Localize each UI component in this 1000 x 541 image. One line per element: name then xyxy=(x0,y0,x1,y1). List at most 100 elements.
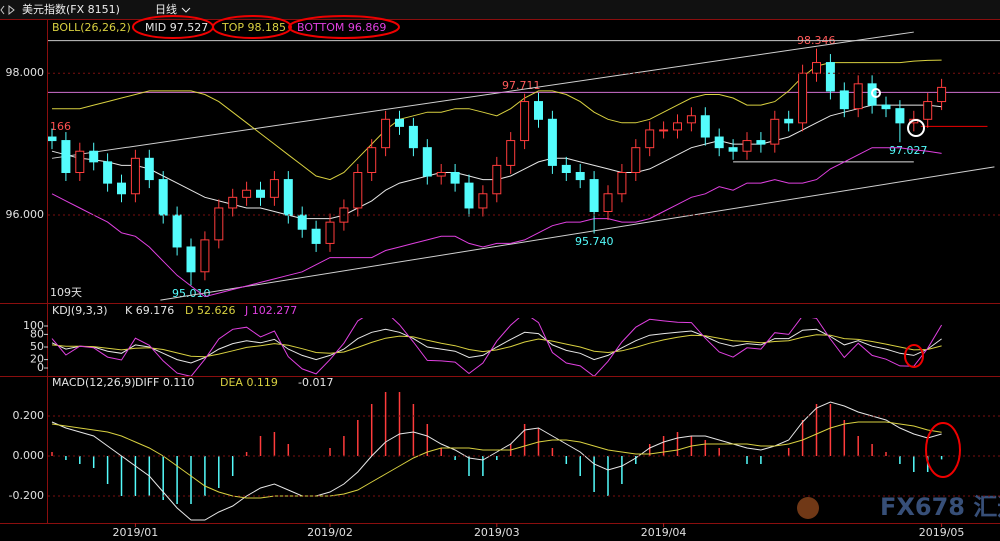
candle-body xyxy=(325,221,335,244)
annotation: 166 xyxy=(50,120,71,133)
candle-body xyxy=(617,171,627,195)
x-tick-label: 2019/04 xyxy=(641,526,687,539)
candle-body xyxy=(381,118,391,149)
candle-body xyxy=(923,101,933,120)
candle-body xyxy=(89,150,99,163)
candle-body xyxy=(742,140,752,152)
candle-body xyxy=(784,118,794,124)
legend-entry: K 69.176 xyxy=(125,304,174,317)
legend-entry: DIFF 0.110 xyxy=(135,376,194,389)
candle-body xyxy=(75,150,85,173)
band-line xyxy=(52,59,942,181)
candle-body xyxy=(144,157,154,181)
candle-body xyxy=(186,246,196,273)
band-line xyxy=(51,147,942,298)
trend-line xyxy=(51,31,914,159)
y-tick-label: 96.000 xyxy=(6,208,45,221)
candle-body xyxy=(798,72,808,124)
toolbar xyxy=(0,0,1000,19)
candle-body xyxy=(450,171,460,184)
highlight xyxy=(907,119,925,137)
highlight xyxy=(904,344,924,368)
candle-body xyxy=(506,140,516,166)
candle-body xyxy=(297,214,307,230)
nav-icon[interactable] xyxy=(0,4,15,16)
candle-body xyxy=(686,115,696,124)
candle-body xyxy=(311,228,321,244)
annotation: 109天 xyxy=(50,286,82,299)
candle-body xyxy=(130,157,140,195)
highlight xyxy=(925,422,961,478)
indicator-line xyxy=(51,401,942,521)
y-tick-label: 0 xyxy=(37,361,44,374)
candle-body xyxy=(242,189,252,198)
x-tick-label: 2019/03 xyxy=(474,526,520,539)
y-tick-label: 80 xyxy=(30,327,44,340)
candle-body xyxy=(158,179,168,216)
candle-body xyxy=(464,182,474,209)
trend-line xyxy=(160,166,995,301)
plot-area xyxy=(48,31,1000,301)
plot-area xyxy=(51,318,943,376)
candle-body xyxy=(561,164,571,173)
x-tick-label: 2019/01 xyxy=(113,526,159,539)
y-tick-label: -0.200 xyxy=(9,489,44,502)
plot-area xyxy=(51,392,943,521)
candle-body xyxy=(172,214,182,248)
candle-body xyxy=(895,108,905,124)
legend-entry: -0.017 xyxy=(298,376,333,389)
candle-body xyxy=(575,171,585,181)
candle-body xyxy=(353,171,363,209)
candle-body xyxy=(881,104,891,110)
candle-body xyxy=(547,118,557,166)
candle-body xyxy=(367,147,377,173)
y-tick-label: 0.000 xyxy=(13,449,45,462)
candle-body xyxy=(700,115,710,138)
candle-body xyxy=(492,164,502,195)
candle-body xyxy=(214,207,224,241)
candle-body xyxy=(61,140,71,173)
indicator-title: BOLL(26,26,2) xyxy=(52,21,131,34)
candle-body xyxy=(283,179,293,216)
symbol[interactable]: 美元指数(FX 8151) xyxy=(22,2,120,16)
legend-entry: J 102.277 xyxy=(244,304,297,317)
watermark-logo xyxy=(797,497,819,519)
candle-body xyxy=(589,179,599,213)
candle-body xyxy=(728,147,738,152)
highlight xyxy=(871,88,881,98)
candle-body xyxy=(103,161,113,184)
candle-body xyxy=(853,83,863,110)
candle-body xyxy=(839,90,849,110)
annotation: 95.740 xyxy=(575,235,614,248)
x-tick-label: 2019/05 xyxy=(919,526,965,539)
candle-body xyxy=(673,122,682,131)
y-tick-label: 20 xyxy=(30,353,44,366)
candle-body xyxy=(408,125,418,149)
candle-body xyxy=(645,129,655,149)
candle-body xyxy=(937,86,947,103)
candle-body xyxy=(756,140,766,145)
candle-body xyxy=(256,189,265,198)
candle-body xyxy=(395,118,404,127)
legend-entry: D 52.626 xyxy=(185,304,235,317)
legend-entry: BOTTOM 96.869 xyxy=(297,21,386,34)
candle-body xyxy=(269,179,279,198)
highlight xyxy=(288,15,400,39)
legend-entry: DEA 0.119 xyxy=(220,376,278,389)
period[interactable]: 日线 xyxy=(155,2,177,16)
candle-body xyxy=(200,239,210,273)
y-tick-label: 0.200 xyxy=(13,409,45,422)
candle-body xyxy=(825,62,835,92)
candle-body xyxy=(659,129,669,132)
indicator-line xyxy=(51,421,942,499)
y-tick-label: 98.000 xyxy=(6,66,45,79)
candle-body xyxy=(603,193,613,213)
candle-body xyxy=(631,147,641,173)
indicator-title: KDJ(9,3,3) xyxy=(52,304,108,317)
period-caret[interactable] xyxy=(181,7,191,13)
candle-body xyxy=(714,136,724,149)
watermark: FX678 汇通网 xyxy=(880,493,1000,521)
legend-entry: MID 97.527 xyxy=(145,21,208,34)
candle-body xyxy=(534,101,543,120)
